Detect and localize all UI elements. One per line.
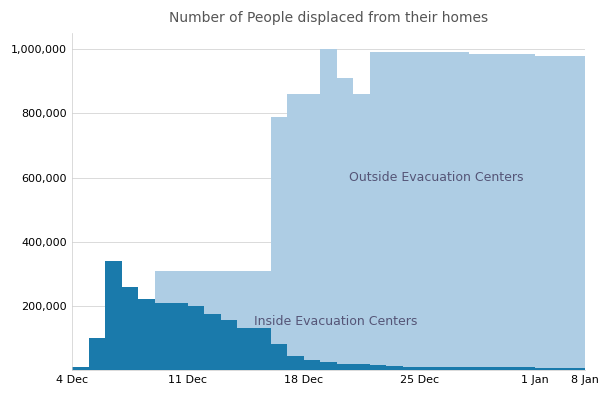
Text: Inside Evacuation Centers: Inside Evacuation Centers [254,315,417,328]
Title: Number of People displaced from their homes: Number of People displaced from their ho… [169,11,488,25]
Text: Outside Evacuation Centers: Outside Evacuation Centers [349,171,523,184]
